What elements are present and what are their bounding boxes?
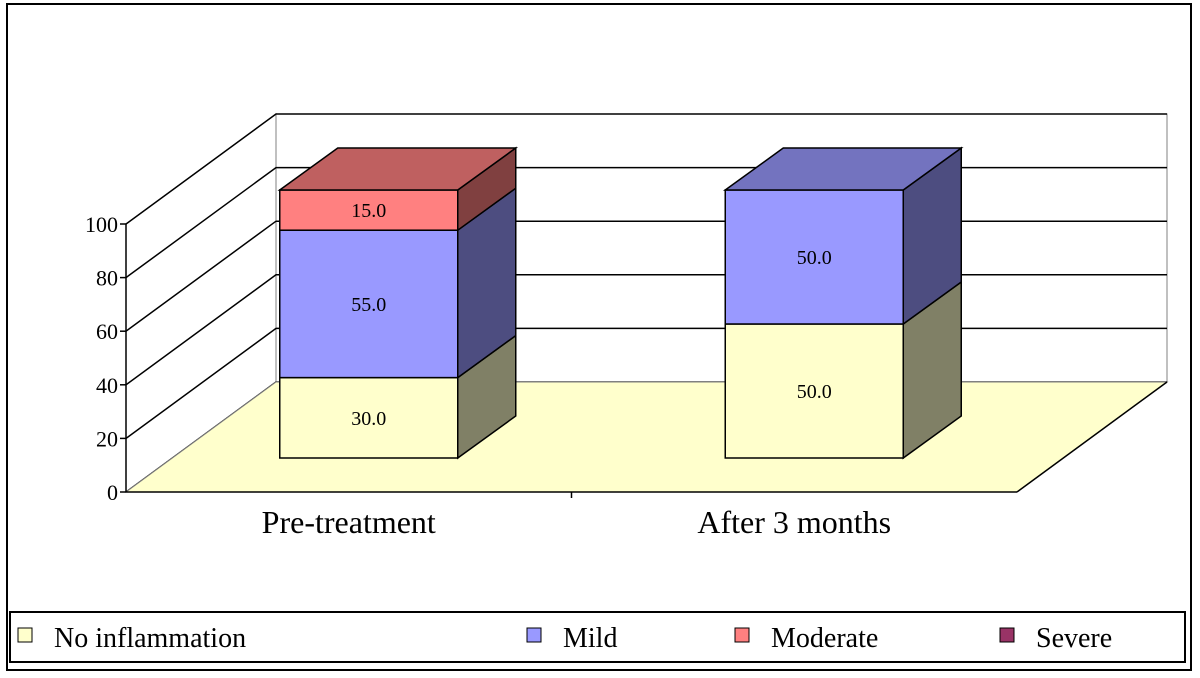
legend-label: Moderate [771,623,878,654]
bar-segment-front [279,189,459,231]
bar-segment-front [279,376,459,459]
axes: 0 20 40 60 80 100 Pre-treatment After 3 months [85,212,1168,540]
legend: No inflammation Mild Moderate Severe [9,611,1186,663]
bar-segment-front [279,229,459,379]
bar-group [722,146,964,460]
data-label: 15.0 [351,200,386,222]
data-label: 50.0 [797,381,832,403]
category-label: Pre-treatment [262,504,436,540]
legend-swatch [526,627,542,643]
legend-label: No inflammation [54,623,246,654]
legend-swatch [734,627,750,643]
y-tick-label: 100 [85,212,118,237]
y-tick-label: 0 [107,480,118,505]
legend-swatch [999,627,1015,643]
floor-edge-line [1016,381,1168,493]
legend-label: Severe [1036,623,1112,654]
y-tick-label: 40 [96,373,118,398]
y-tick-label: 60 [96,319,118,344]
bars [277,146,964,460]
data-labels: 30.0 55.0 15.0 50.0 50.0 [351,200,832,430]
legend-label: Mild [563,623,617,654]
bar-segment-front [724,189,904,325]
data-label: 50.0 [797,247,832,269]
bar-group [277,146,519,460]
legend-swatch [17,627,33,643]
y-tick-label: 20 [96,426,118,451]
category-label: After 3 months [697,504,891,540]
legend-box [9,611,1186,663]
bar-segment-top [722,147,964,191]
bar-segment-top [277,147,519,191]
data-label: 30.0 [351,408,386,430]
data-label: 55.0 [351,294,386,316]
gridline [125,113,1167,225]
y-tick-label: 80 [96,266,118,291]
